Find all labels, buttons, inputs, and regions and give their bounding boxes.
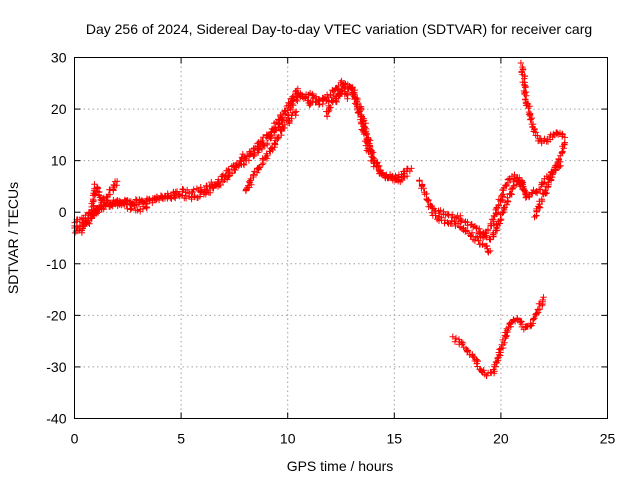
series-arc-5 <box>242 108 300 194</box>
series-marker-cluster <box>487 209 500 229</box>
series-marker-cluster <box>341 84 351 99</box>
series-marker-cluster <box>483 232 494 243</box>
series-arc-12 <box>449 294 547 379</box>
series-marker <box>403 172 411 180</box>
series-marker-cluster <box>476 365 488 378</box>
x-tick-label: 15 <box>387 431 403 447</box>
x-tick-label: 5 <box>177 431 185 447</box>
x-tick-label: 10 <box>280 431 296 447</box>
series-marker-cluster <box>489 221 501 240</box>
series-marker-cluster <box>78 220 89 236</box>
series-marker-cluster <box>98 201 108 213</box>
y-tick-label: -10 <box>46 256 66 272</box>
series-marker-cluster <box>544 168 557 191</box>
series-marker-cluster <box>432 207 444 217</box>
series-marker-cluster <box>252 134 270 152</box>
data-series <box>71 59 569 379</box>
series-marker-cluster <box>488 354 502 377</box>
series-marker-cluster <box>447 217 459 230</box>
series-marker-cluster <box>110 178 120 194</box>
plot-frame <box>74 57 608 419</box>
series-marker-cluster <box>469 351 481 370</box>
series-marker-cluster <box>535 296 546 316</box>
y-axis-label: SDTVAR / TECUs <box>5 182 21 294</box>
y-tick-label: -30 <box>46 359 66 375</box>
chart-title: Day 256 of 2024, Sidereal Day-to-day VTE… <box>86 21 592 37</box>
series-marker-cluster <box>416 177 427 192</box>
series-marker-cluster <box>103 200 114 210</box>
series-marker-cluster <box>527 306 541 329</box>
series-marker-cluster <box>500 186 515 211</box>
y-tick-label: 10 <box>51 153 67 169</box>
grid-lines <box>74 57 608 419</box>
series-marker <box>523 193 530 200</box>
series-marker-cluster <box>91 181 104 201</box>
x-tick-label: 20 <box>493 431 509 447</box>
series-marker <box>487 247 494 255</box>
series-marker <box>540 294 547 301</box>
series-marker <box>408 165 415 172</box>
series-marker-cluster <box>155 190 172 204</box>
series-marker <box>143 203 151 211</box>
y-tick-labels: 30 20 10 0 -10 -20 -30 -40 <box>46 50 66 427</box>
series-marker <box>113 178 121 185</box>
series-marker-cluster <box>518 177 531 201</box>
series-marker-cluster <box>294 85 312 107</box>
series-marker-cluster <box>167 188 183 199</box>
series-marker-cluster <box>532 186 544 197</box>
y-tick-label: 0 <box>59 204 67 220</box>
series-marker-cluster <box>364 145 378 167</box>
series-marker <box>344 95 351 102</box>
series-arc-11 <box>517 59 569 147</box>
x-tick-labels: 0 5 10 15 20 25 <box>71 431 616 447</box>
series-arc-9 <box>476 174 531 243</box>
series-marker-cluster <box>275 102 290 127</box>
series-marker-cluster <box>556 129 566 140</box>
series-marker-cluster <box>305 89 320 102</box>
series-marker-cluster <box>327 79 344 98</box>
series-marker-cluster <box>551 155 564 174</box>
series-marker-cluster <box>424 197 435 210</box>
series-marker-cluster <box>527 114 538 134</box>
series-marker-cluster <box>520 81 530 103</box>
axis-ticks <box>74 57 608 419</box>
x-tick-label: 25 <box>600 431 616 447</box>
series-marker-cluster <box>462 218 477 231</box>
series-marker-cluster <box>83 209 97 226</box>
x-axis-label: GPS time / hours <box>287 458 394 474</box>
series-marker-cluster <box>514 315 527 333</box>
series-marker-cluster <box>522 96 534 123</box>
series-marker-cluster <box>517 59 529 86</box>
series-marker-cluster <box>285 109 299 127</box>
series-marker-cluster <box>263 118 280 139</box>
series-arc-4 <box>88 178 121 217</box>
y-tick-label: 30 <box>51 50 67 66</box>
series-arc-10 <box>531 139 569 221</box>
series-marker-cluster <box>275 117 292 141</box>
series-marker-cluster <box>136 195 151 207</box>
x-tick-label: 0 <box>71 431 79 447</box>
series-marker-cluster <box>462 227 477 243</box>
y-tick-label: 20 <box>51 101 67 117</box>
series-marker-cluster <box>492 191 507 216</box>
series-marker-cluster <box>198 178 215 195</box>
series-marker-cluster <box>250 161 266 181</box>
series-arc-8 <box>428 209 494 256</box>
series-marker-cluster <box>118 199 131 212</box>
series-arc-6 <box>323 84 351 120</box>
series-marker-cluster <box>471 233 486 248</box>
y-tick-label: -40 <box>46 411 66 427</box>
series-marker-cluster <box>267 134 282 154</box>
series-marker-cluster <box>242 172 257 194</box>
series-marker <box>293 108 300 115</box>
series-marker <box>561 134 569 141</box>
series-marker-cluster <box>458 339 473 358</box>
series-marker-cluster <box>306 98 323 109</box>
y-tick-label: -20 <box>46 307 66 323</box>
series-marker-cluster <box>502 319 514 340</box>
series-marker-cluster <box>146 193 161 204</box>
series-arc-3 <box>71 199 151 237</box>
series-marker-cluster <box>557 140 568 159</box>
